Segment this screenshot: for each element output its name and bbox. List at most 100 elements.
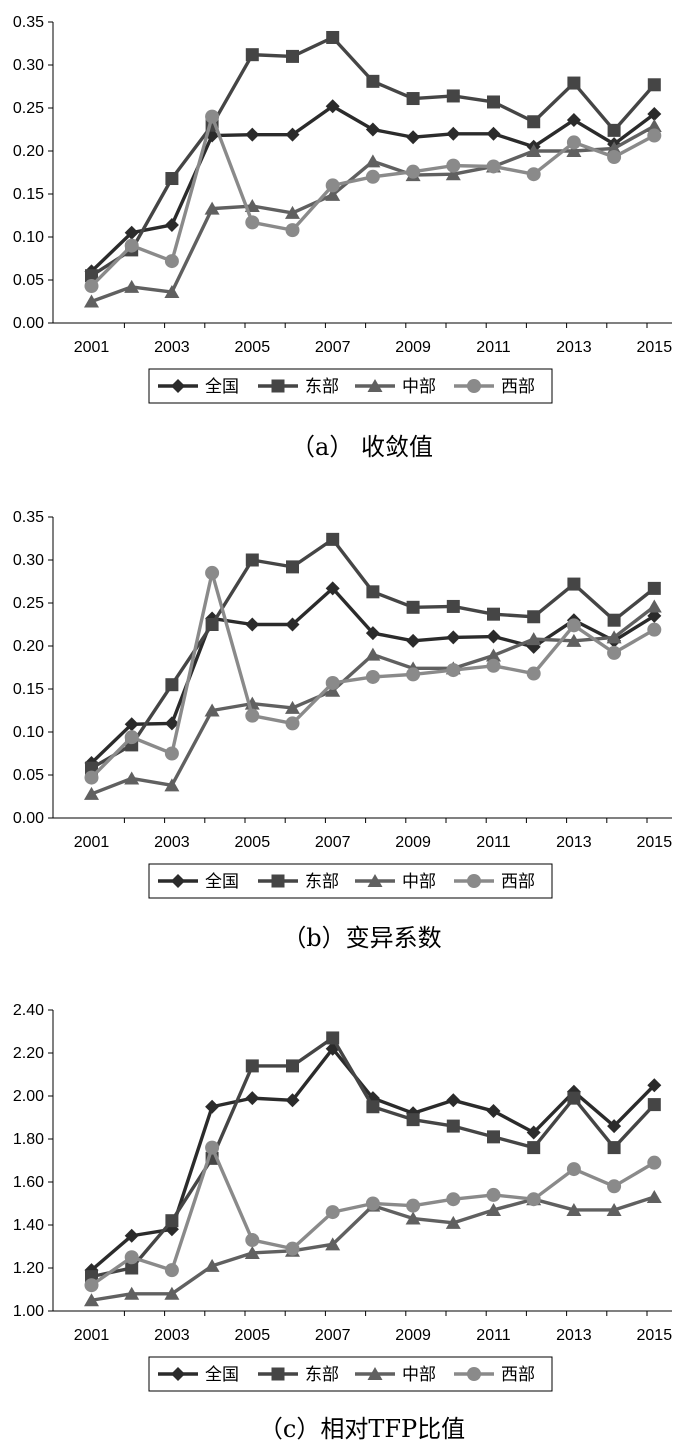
series-triangle-point — [204, 201, 220, 215]
y-tick-label: 0.20 — [13, 638, 44, 655]
series-circle-point — [325, 675, 340, 690]
series-diamond-point — [566, 113, 581, 128]
legend-marker-circle — [467, 379, 481, 393]
series-diamond-point — [325, 581, 340, 596]
series-circle-point — [526, 1192, 541, 1207]
y-tick-label: 0.00 — [13, 810, 44, 827]
series-square-point — [567, 76, 581, 90]
series-circle-point — [526, 666, 541, 681]
series-circle-point — [124, 1250, 139, 1265]
series-triangle-point — [606, 630, 622, 644]
series-circle-point — [647, 128, 662, 143]
series-diamond-point — [285, 617, 300, 632]
series-circle-point — [285, 223, 300, 238]
series-square-point — [446, 89, 460, 103]
series-circle-point — [164, 1263, 179, 1278]
series-triangle-point — [646, 599, 662, 613]
series-square-point — [205, 618, 219, 631]
series-triangle-point — [244, 1245, 260, 1259]
series-triangle-point — [646, 119, 662, 133]
legend-label: 东部 — [305, 872, 339, 892]
series-triangle-point — [566, 633, 582, 647]
series-square-point — [607, 1141, 621, 1155]
series-square-point — [286, 1059, 299, 1073]
series-square-point — [326, 532, 340, 546]
x-tick-label: 2015 — [637, 834, 673, 851]
series-circle-point — [205, 565, 220, 580]
y-tick-label: 2.00 — [13, 1088, 44, 1105]
y-tick-label: 1.00 — [13, 1303, 44, 1320]
chart-panel-3: 1.00 1.20 1.40 1.60 1.80 2.00 2.20 2.40 2001 2003… — [13, 1002, 672, 1443]
y-tick-label: 2.40 — [13, 1002, 44, 1019]
series-square-point — [487, 1130, 500, 1144]
series-square-point — [446, 599, 460, 613]
legend-marker-diamond — [171, 379, 185, 393]
series-triangle-point — [445, 1215, 461, 1229]
series-triangle-point — [124, 1286, 140, 1300]
series-triangle-point — [164, 1286, 180, 1300]
series-diamond-point — [124, 717, 139, 732]
series-diamond-point — [607, 1119, 622, 1134]
series-circle-point — [446, 158, 461, 173]
legend-label: 西部 — [501, 377, 535, 397]
series-triangle-point — [365, 154, 381, 168]
series-diamond-point — [124, 225, 139, 240]
series-triangle-point — [566, 144, 582, 157]
series-square-point — [527, 1141, 541, 1155]
series-triangle-point — [526, 144, 542, 157]
x-tick-label: 2007 — [315, 339, 351, 356]
series-triangle-point — [325, 683, 341, 697]
x-tick-label: 2003 — [154, 834, 190, 851]
series-triangle-point — [84, 1293, 99, 1307]
series-diamond-point — [647, 107, 662, 122]
legend-marker-triangle — [367, 874, 383, 887]
legend-marker-circle — [467, 1367, 481, 1381]
y-tick-label: 0.30 — [13, 552, 44, 569]
series-triangle-point — [445, 167, 461, 181]
series-square-point — [607, 613, 621, 627]
series-square-point — [165, 172, 179, 186]
x-tick-label: 2009 — [395, 834, 431, 851]
series-square-point — [366, 1100, 380, 1114]
series-square-point — [245, 1059, 259, 1073]
series-circle-point — [406, 164, 421, 179]
series-square-point — [446, 1119, 460, 1133]
y-tick-label: 0.20 — [13, 143, 44, 160]
y-tick-label: 1.80 — [13, 1131, 44, 1148]
series-square-point — [567, 577, 581, 591]
series-triangle-point — [124, 771, 140, 785]
series-square-point — [527, 115, 541, 129]
series-diamond-point — [446, 630, 461, 645]
series-circle-point — [526, 167, 541, 182]
series-triangle-point — [566, 1202, 582, 1216]
series-circle-point — [205, 1140, 220, 1155]
series-square-point — [366, 74, 380, 88]
series-square-point — [326, 1031, 340, 1045]
x-tick-label: 2001 — [74, 1327, 110, 1344]
series-circle-point — [164, 746, 179, 761]
y-tick-label: 0.10 — [13, 724, 44, 741]
series-square-point — [607, 123, 621, 137]
series-circle-point — [365, 669, 380, 684]
series-triangle-point — [606, 1202, 622, 1216]
legend-marker-square — [271, 874, 285, 888]
y-tick-label: 0.05 — [13, 767, 44, 784]
series-triangle-point — [325, 187, 341, 201]
series-triangle-point — [365, 647, 381, 661]
series-square-point — [487, 607, 500, 621]
series-triangle-point — [285, 700, 300, 714]
series-triangle-point — [526, 632, 542, 646]
legend-label: 全国 — [205, 377, 239, 397]
series-triangle-point — [646, 1190, 662, 1204]
series-diamond-point — [164, 716, 179, 731]
series-square-point — [647, 78, 661, 92]
series-circle-point — [164, 254, 179, 269]
series-circle-point — [566, 618, 581, 633]
series-triangle-point — [124, 279, 140, 293]
x-tick-label: 2007 — [315, 1327, 351, 1344]
y-tick-label: 1.20 — [13, 1260, 44, 1277]
legend-label: 西部 — [501, 872, 535, 892]
series-circle-point — [124, 238, 139, 253]
series-diamond-point — [124, 1228, 139, 1243]
